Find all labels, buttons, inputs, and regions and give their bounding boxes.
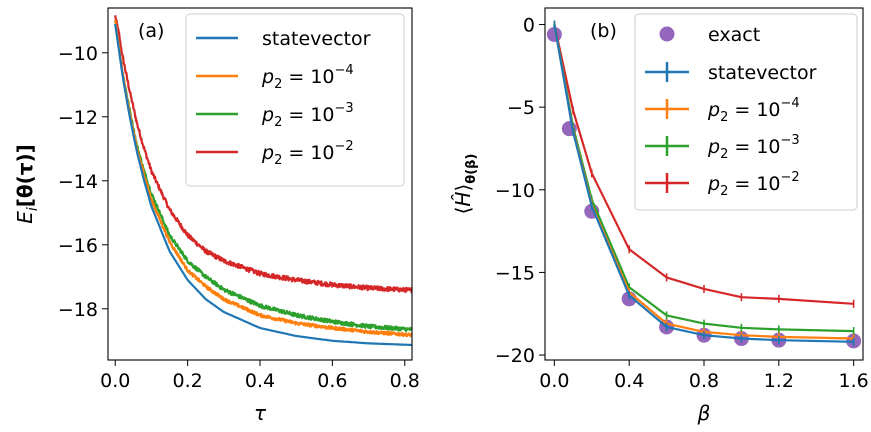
legend-entry: p2 = 10−4 [707,96,800,125]
x-tick-label: 0.8 [390,370,420,392]
panel-label: (a) [138,20,164,42]
series-line-1 [114,19,412,338]
y-tick-label: −12 [58,107,98,129]
y-axis-label: Ei[θ(τ)] [13,144,41,224]
plot-area [114,15,412,347]
y-tick-label: −10 [58,43,98,65]
y-tick-label: −5 [507,97,535,119]
x-axis-label: τ [254,401,267,425]
x-tick-label: 1.6 [839,370,869,392]
y-tick-label: −10 [495,180,535,202]
y-axis-label: ⟨Ĥ⟩θ(β) [451,154,479,215]
legend-entry: statevector [708,62,817,84]
panel-b: 0.0 0.4 0.8 1.2 1.6 0 −5 −10 −15 −20 (b) β ⟨Ĥ⟩θ(β) ex… [451,7,869,425]
x-tick-label: 0.4 [245,370,275,392]
x-tick-label: 0.0 [539,370,569,392]
panel-label: (b) [590,20,617,42]
legend-entry: p2 = 10−3 [261,101,354,130]
y-tick-label: −14 [58,171,98,193]
x-tick-label: 0.0 [100,370,130,392]
x-axis-label: β [697,401,711,425]
legend: exact statevector p2 = 10−4 p2 = 10−3 p2 = 1… [634,13,858,211]
y-tick-label: −20 [495,345,535,367]
legend-frame [185,13,405,187]
x-tick-label: 0.4 [614,370,644,392]
legend-entry: exact [708,24,760,46]
legend-entry: p2 = 10−3 [707,133,800,162]
series-line-3 [114,15,412,294]
x-tick-label: 0.2 [173,370,203,392]
legend-frame [634,13,858,211]
y-tick-label: −16 [58,235,98,257]
legend-entry: p2 = 10−2 [261,139,354,168]
legend-swatch [659,26,675,42]
legend-entry: statevector [262,28,371,50]
legend: statevector p2 = 10−4 p2 = 10−3 p2 = 10−2 [185,13,405,187]
panel-a: 0.0 0.2 0.4 0.6 0.8 −10 −12 −14 −16 −18 (a) τ Ei[θ(τ… [13,7,420,425]
x-tick-label: 1.2 [764,370,794,392]
series-line-0 [114,23,412,347]
y-tick-label: −15 [495,262,535,284]
y-tick-label: −18 [58,299,98,321]
series-line-2 [114,20,412,333]
x-tick-label: 0.6 [317,370,347,392]
y-tick-label: 0 [523,15,535,37]
legend-entry: p2 = 10−2 [707,170,800,199]
legend-entry: p2 = 10−4 [261,63,354,92]
x-tick-label: 0.8 [689,370,719,392]
